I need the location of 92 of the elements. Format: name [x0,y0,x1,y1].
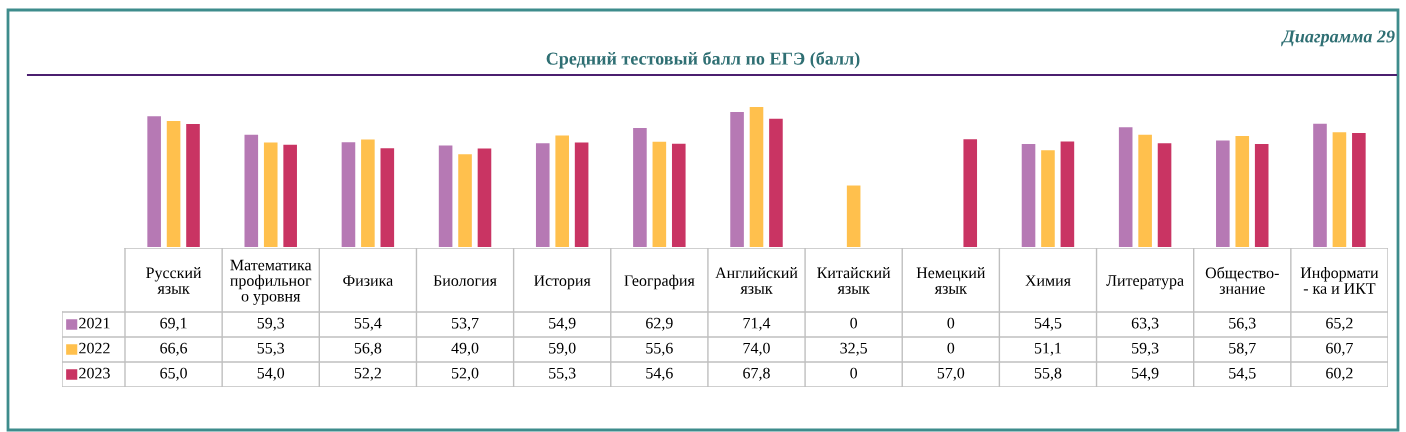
x-tick-label: История [534,275,591,290]
data-label: 54,9 [549,317,576,331]
bar [1118,127,1133,247]
data-label: 58,7 [1229,342,1256,356]
data-label: 54,5 [1034,317,1062,331]
data-label: 0 [947,317,955,329]
data-label: 32,5 [840,342,868,356]
bar [380,148,395,247]
data-label: 49,0 [451,342,479,356]
bar [671,143,686,247]
bar [1313,123,1327,247]
bar [846,185,861,247]
data-label: 74,0 [743,342,770,356]
x-tick-label: Химия [1025,275,1071,286]
x-tick-label: Английский язык [715,267,798,294]
bar [341,142,356,247]
data-label: 51,1 [1034,342,1061,356]
data-label: 52,2 [354,367,381,381]
data-label: 59,0 [549,342,576,356]
data-label: 65,2 [1326,317,1353,331]
x-tick-label: Математика профильног о уровня [230,259,312,305]
bar [186,124,200,247]
bar [458,154,472,247]
bar [147,116,161,247]
data-label: 56,3 [1229,317,1256,331]
data-label: 65,0 [160,367,187,381]
x-tick-label: Общество- знание [1205,266,1279,294]
data-label: 56,8 [354,342,382,356]
data-label: 63,3 [1131,317,1159,331]
data-label: 60,7 [1326,342,1353,356]
bar [769,118,783,247]
data-label: 59,3 [1132,342,1159,356]
data-label: 55,4 [354,317,382,331]
data-label: 62,9 [646,317,673,331]
data-label: 71,4 [743,317,771,331]
data-label: 55,6 [646,342,673,356]
bar [730,111,744,247]
bar [1235,135,1250,247]
bar [555,135,569,247]
bar [652,141,667,247]
text: Диаграмма 29 [1281,30,1395,47]
data-label: 54,5 [1229,367,1256,381]
data-label: 55,8 [1034,367,1062,381]
bar [1157,143,1172,247]
x-tick-label: Биология [433,275,497,286]
bar [477,148,492,247]
data-label: 0 [850,317,858,329]
bar [1041,150,1055,247]
x-tick-label: Китайский язык [817,267,891,294]
bar [283,144,297,247]
bar [1216,140,1230,247]
data-label: 54,6 [646,367,673,381]
bar [1021,143,1036,247]
x-tick-label: Немецкий язык [916,267,986,294]
bar [749,107,764,247]
bar [535,143,550,247]
data-label: 52,0 [451,367,479,381]
data-label: 55,3 [257,342,285,356]
x-tick-label: Русский язык [146,267,202,294]
data-label: 0 [850,367,858,379]
data-label: 57,0 [937,367,965,381]
data-label: 0 [947,342,955,354]
chart-title: Средний тестовый балл по ЕГЭ (балл) [546,51,860,69]
x-tick-label: Информати - ка и ИКТ [1300,266,1379,294]
data-label: 59,3 [257,317,285,331]
bar [1332,132,1347,247]
data-label: 60,2 [1326,367,1353,381]
data-label: 69,1 [160,317,187,331]
bar [633,128,647,247]
x-tick-label: Литература [1106,275,1184,290]
bar [1254,143,1269,247]
bar [263,142,278,247]
legend-label: 2022 [79,342,110,354]
bar [574,142,589,247]
bar [244,134,259,247]
bar [166,121,181,247]
bar [1060,141,1075,247]
data-label: 54,0 [257,367,285,381]
data-label: 67,8 [743,367,770,381]
bar [1138,134,1152,247]
bar [1352,133,1366,247]
data-label: 53,7 [451,317,479,331]
x-tick-label: Физика [343,275,393,286]
bar [361,139,375,247]
x-tick-label: География [624,274,695,290]
legend-label: 2023 [79,367,110,379]
data-label: 54,9 [1132,367,1159,381]
bar [438,145,453,247]
data-label: 66,6 [160,342,188,356]
data-label: 55,3 [549,367,576,381]
bar [963,139,978,247]
legend-label: 2021 [79,317,110,329]
